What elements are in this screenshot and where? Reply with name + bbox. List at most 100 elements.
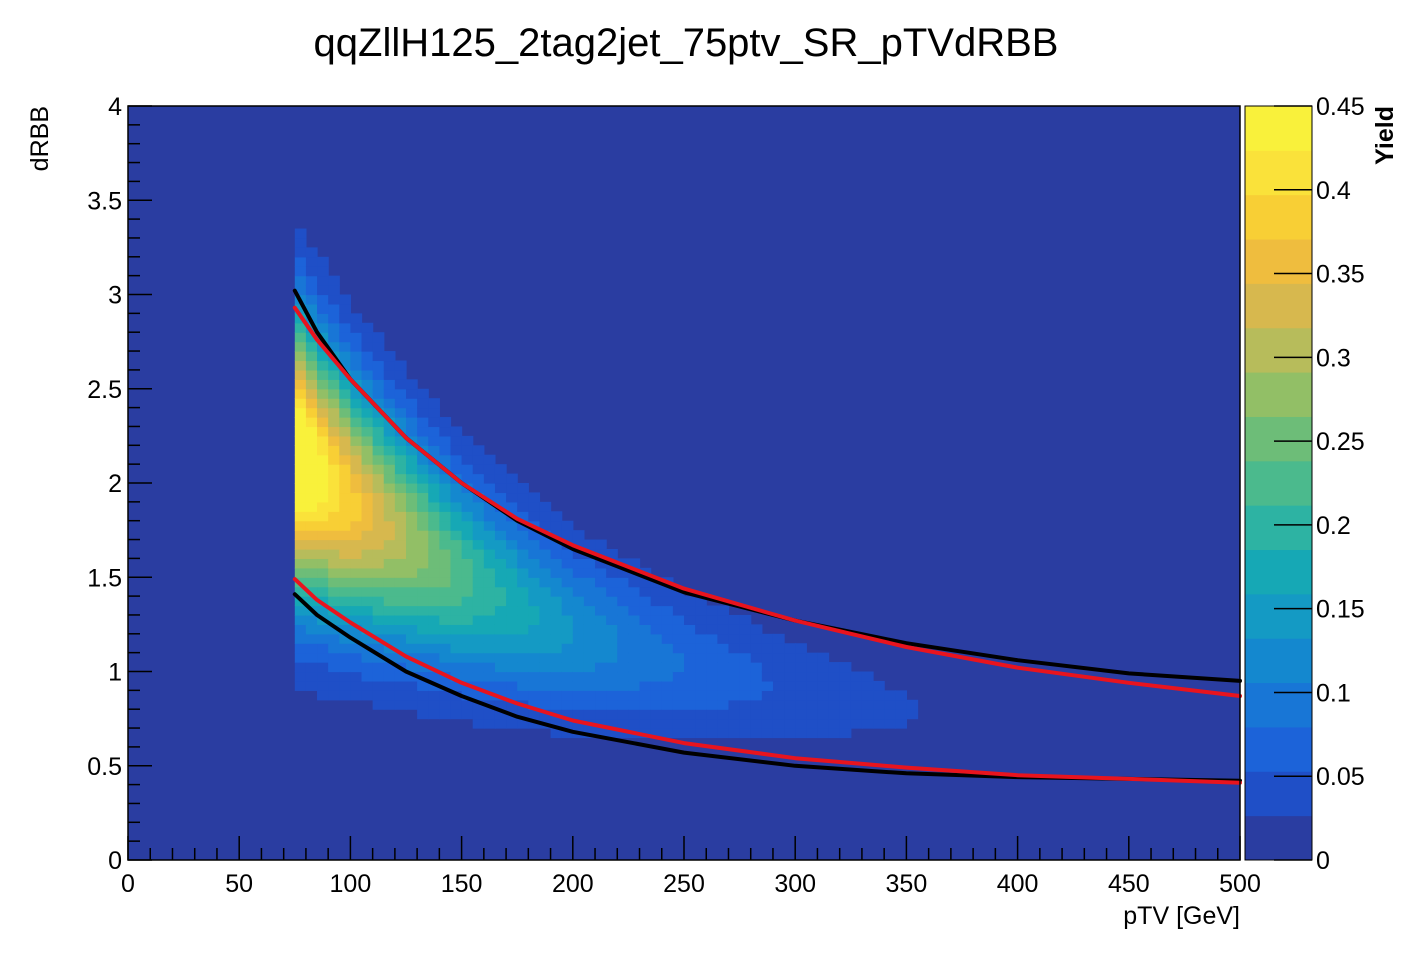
heatmap-cell xyxy=(339,407,351,418)
heatmap-cell xyxy=(572,577,585,588)
heatmap-cell xyxy=(628,652,641,663)
heatmap-cell xyxy=(595,709,607,720)
heatmap-cell xyxy=(328,435,340,446)
heatmap-cell xyxy=(684,709,696,720)
heatmap-cell xyxy=(684,596,696,607)
heatmap-cell xyxy=(450,709,463,720)
heatmap-cell xyxy=(561,577,574,588)
heatmap-cell xyxy=(483,520,496,531)
heatmap-cell xyxy=(639,662,652,673)
heatmap-cell xyxy=(483,539,496,550)
heatmap-cell xyxy=(695,728,707,739)
heatmap-cell xyxy=(339,388,351,399)
heatmap-cell xyxy=(606,662,618,673)
heatmap-cell xyxy=(717,643,730,654)
heatmap-cell xyxy=(483,614,496,625)
heatmap-cell xyxy=(839,699,852,710)
heatmap-cell xyxy=(684,718,696,729)
heatmap-cell xyxy=(639,633,652,644)
heatmap-cell xyxy=(372,426,385,437)
heatmap-cell xyxy=(294,539,307,550)
heatmap-cell xyxy=(517,577,529,588)
heatmap-cell xyxy=(572,596,585,607)
heatmap-cell xyxy=(884,699,896,710)
heatmap-cell xyxy=(606,624,618,635)
heatmap-cell xyxy=(339,398,351,409)
heatmap-cell xyxy=(317,671,329,682)
x-tick-label: 50 xyxy=(225,870,253,898)
heatmap-cell xyxy=(483,577,496,588)
heatmap-cell xyxy=(550,671,563,682)
heatmap-cell xyxy=(406,445,418,456)
heatmap-cell xyxy=(650,643,663,654)
heatmap-cell xyxy=(572,586,585,597)
heatmap-cell xyxy=(317,285,329,296)
heatmap-cell xyxy=(483,586,496,597)
heatmap-cell xyxy=(672,728,685,739)
heatmap-cell xyxy=(361,614,374,625)
heatmap-cell xyxy=(339,596,351,607)
heatmap-cell xyxy=(572,567,585,578)
heatmap-cell xyxy=(428,492,440,503)
heatmap-cell xyxy=(650,699,663,710)
heatmap-cell xyxy=(328,445,340,456)
heatmap-cell xyxy=(417,464,429,475)
heatmap-cell xyxy=(706,643,718,654)
heatmap-cell xyxy=(884,718,896,729)
heatmap-cell xyxy=(428,548,440,559)
heatmap-cell xyxy=(339,577,351,588)
heatmap-cell xyxy=(305,567,318,578)
heatmap-cell xyxy=(294,341,307,352)
heatmap-cell xyxy=(350,341,363,352)
heatmap-cell xyxy=(506,662,518,673)
heatmap-cell xyxy=(294,275,307,286)
heatmap-cell xyxy=(406,379,418,390)
heatmap-cell xyxy=(439,501,452,512)
heatmap-cell xyxy=(361,548,374,559)
heatmap-cell xyxy=(361,633,374,644)
heatmap-cell xyxy=(305,492,318,503)
heatmap-cell xyxy=(528,548,541,559)
heatmap-cell xyxy=(461,539,474,550)
heatmap-cell xyxy=(394,577,407,588)
heatmap-cell xyxy=(483,492,496,503)
heatmap-cell xyxy=(305,407,318,418)
heatmap-cell xyxy=(494,511,507,522)
heatmap-cell xyxy=(428,501,440,512)
heatmap-cell xyxy=(372,341,385,352)
heatmap-cell xyxy=(461,614,474,625)
heatmap-cell xyxy=(572,671,585,682)
heatmap-cell xyxy=(317,266,329,277)
heatmap-cell xyxy=(339,558,351,569)
heatmap-cell xyxy=(439,614,452,625)
red-boundary-line xyxy=(292,577,1242,785)
heatmap-cell xyxy=(450,652,463,663)
y-tick-label: 0 xyxy=(108,847,122,875)
heatmap-cell xyxy=(406,483,418,494)
x-tick-label: 450 xyxy=(1108,870,1150,898)
heatmap-cell xyxy=(339,303,351,314)
heatmap-cell xyxy=(394,690,407,701)
heatmap-cell xyxy=(428,633,440,644)
heatmap-cell xyxy=(294,285,307,296)
heatmap-cell xyxy=(417,511,429,522)
heatmap-cell xyxy=(539,520,552,531)
heatmap-cell xyxy=(317,407,329,418)
heatmap-cell xyxy=(317,548,329,559)
heatmap-cell xyxy=(305,351,318,362)
heatmap-cell xyxy=(561,548,574,559)
heatmap-cell xyxy=(439,445,452,456)
heatmap-cell xyxy=(328,275,340,286)
heatmap-cell xyxy=(294,454,307,465)
heatmap-cell xyxy=(684,633,696,644)
heatmap-cell xyxy=(828,671,841,682)
color-scale-segment xyxy=(1245,283,1312,329)
heatmap-cell xyxy=(650,652,663,663)
heatmap-cell xyxy=(517,539,529,550)
heatmap-cell xyxy=(339,671,351,682)
heatmap-cell xyxy=(361,577,374,588)
heatmap-cell xyxy=(906,699,919,710)
heatmap-cell xyxy=(328,511,340,522)
heatmap-cell xyxy=(328,530,340,541)
heatmap-cell xyxy=(417,530,429,541)
